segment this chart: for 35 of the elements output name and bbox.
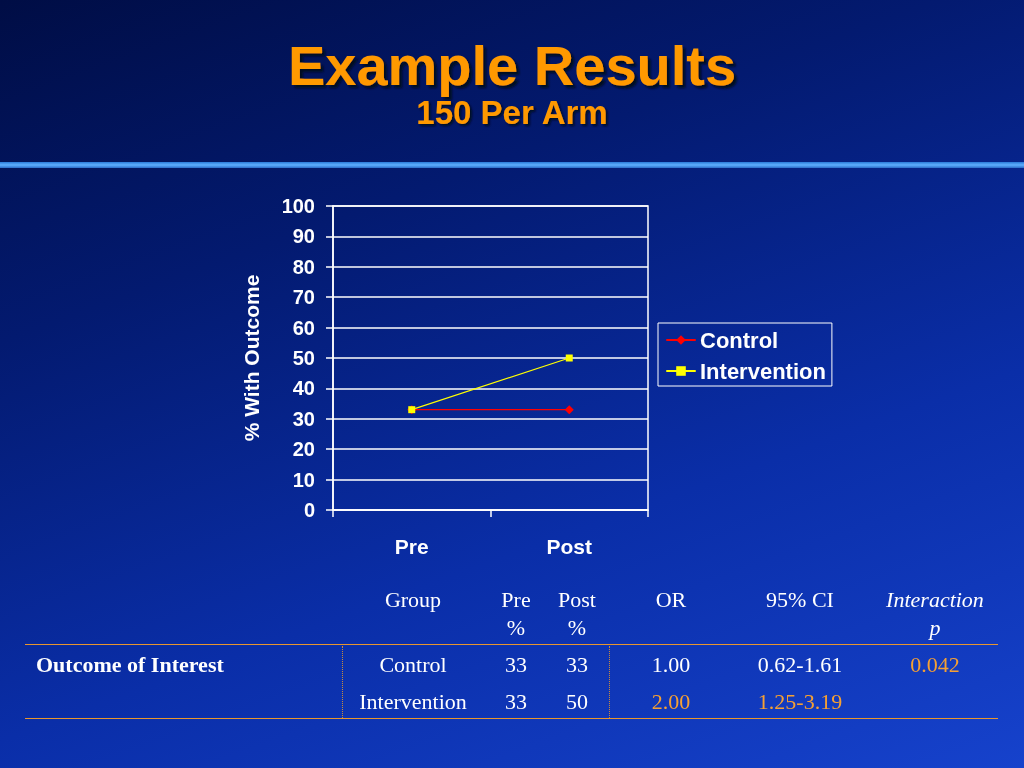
y-tick-label: 100 [281,195,315,217]
y-tick-label: 90 [292,225,315,248]
y-axis-title: % With Outcome [240,274,263,442]
text: Group [384,586,442,614]
text: Pre % [501,586,531,642]
text: OR [655,586,687,614]
text: Outcome of Interest [36,651,224,679]
y-tick-label: 50 [292,347,315,369]
text: Control [379,652,447,677]
y-tick-label: 80 [292,255,315,278]
y-tick-label: 0 [303,499,315,521]
text: Interaction p [886,586,984,642]
x-tick-label: Pre [394,535,429,558]
y-tick-label: 10 [292,468,315,491]
text: 1.00 [651,651,691,679]
y-tick-label: 70 [292,286,315,309]
text: 33 [505,688,527,716]
text: 1.25-3.19 [757,688,843,716]
text: Intervention [359,689,467,714]
x-tick-label: Post [546,535,593,558]
text: 33 [566,651,588,679]
y-tick-label: 20 [292,438,315,461]
y-tick-label: 60 [292,316,315,339]
y-tick-label: 40 [292,377,315,400]
legend-label: Control [700,327,779,353]
text: 95% CI [766,586,834,614]
y-tick-label: 30 [292,407,315,430]
chart-title: Example Results [287,33,737,97]
text: Post % [558,586,596,642]
text: 50 [566,688,588,716]
legend-label: Intervention [700,358,826,384]
text: 0.042 [910,651,960,679]
text: 0.62-1.61 [757,651,843,679]
text: 33 [505,651,527,679]
text: 2.00 [651,688,691,716]
